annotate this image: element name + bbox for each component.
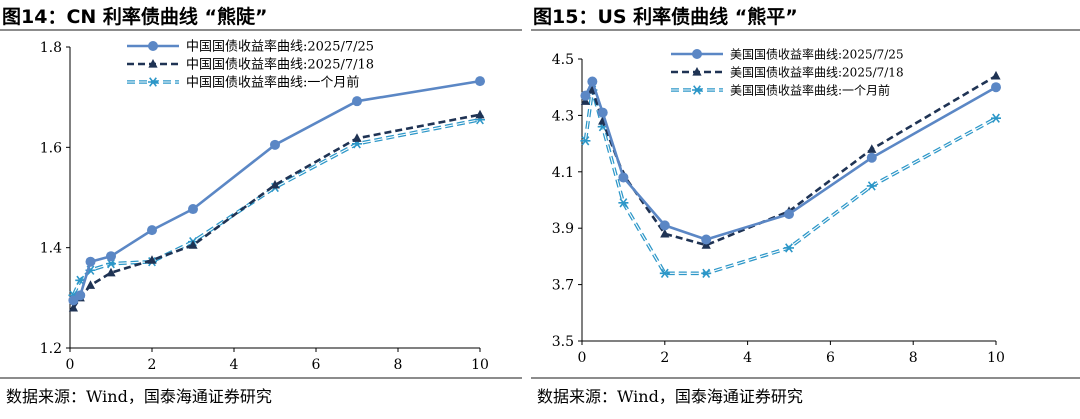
legend: 中国国债收益率曲线:2025/7/25 中国国债收益率曲线:2025/7/18 中国…	[127, 39, 374, 91]
source-note: 数据来源：Wind，国泰海通证券研究	[537, 387, 803, 406]
legend-item: 美国国债收益率曲线:一个月前	[671, 83, 890, 98]
series-1	[580, 76, 1001, 245]
data-point	[106, 259, 116, 269]
data-point	[475, 76, 485, 87]
legend-marker	[148, 77, 158, 87]
data-point	[866, 152, 877, 163]
data-point	[784, 209, 794, 220]
y-tick-label: 3.7	[552, 278, 574, 294]
data-point	[866, 181, 877, 191]
data-point	[701, 268, 712, 279]
data-point	[660, 228, 670, 238]
series-1	[68, 76, 485, 306]
legend-label: 美国国债收益率曲线:一个月前	[730, 83, 890, 98]
legend-marker	[692, 85, 702, 95]
x-tick-label: 4	[230, 357, 239, 373]
series-3	[580, 85, 1001, 279]
data-point	[867, 144, 877, 153]
legend-item: 中国国债收益率曲线:2025/7/18	[127, 57, 374, 73]
legend-label: 美国国债收益率曲线:2025/7/25	[730, 47, 904, 62]
y-tick-label: 1.6	[40, 140, 62, 156]
x-tick-label: 6	[312, 357, 321, 373]
us-yield-curve-chart: 3.5 3.7 3.9 4.1 4.3 4.5 0 2 4 6 8 10 美国国债收益率曲线:2025/…	[552, 47, 1005, 367]
legend-marker	[148, 41, 158, 51]
cn-yield-curve-chart: 1.21.41.61.80 2 4 6 8 10中国国债收益率曲线:2025/7/25中国…	[40, 39, 489, 374]
legend-marker	[692, 49, 702, 59]
data-point	[659, 220, 670, 231]
x-tick-label: 8	[394, 357, 403, 373]
y-tick-label: 1.8	[40, 40, 62, 56]
y-tick-label: 4.5	[552, 52, 574, 68]
legend-item: 美国国债收益率曲线:2025/7/25	[671, 47, 904, 62]
data-point	[991, 113, 1001, 123]
legend-label: 中国国债收益率曲线:一个月前	[186, 75, 359, 91]
data-point	[68, 295, 79, 306]
data-point	[147, 225, 157, 236]
x-tick-label: 0	[66, 357, 75, 373]
data-point	[991, 70, 1001, 80]
legend-item: 中国国债收益率曲线:一个月前	[127, 75, 359, 91]
us-chart-panel: 图15：US 利率债曲线 “熊平” 3.5 3.7 3.9 4.1 4.3 4.5 0 2 4 6…	[531, 0, 1080, 419]
series-line	[584, 74, 997, 247]
legend-marker	[692, 67, 702, 76]
chart-title: 图14：CN 利率债曲线 “熊陡”	[2, 6, 268, 28]
data-point	[618, 198, 629, 208]
source-rule	[0, 377, 522, 379]
data-point	[597, 107, 608, 118]
data-point	[352, 96, 362, 107]
data-point	[475, 109, 485, 119]
data-point	[580, 90, 591, 101]
data-point	[352, 133, 362, 142]
data-point	[270, 179, 280, 189]
y-tick-label: 3.5	[552, 334, 574, 350]
chart-title: 图15：US 利率债曲线 “熊平”	[533, 6, 798, 28]
legend-label: 中国国债收益率曲线:2025/7/18	[186, 57, 374, 73]
y-tick-label: 4.1	[552, 165, 574, 181]
title-rule	[531, 29, 1080, 31]
legend-label: 美国国债收益率曲线:2025/7/18	[730, 65, 904, 80]
data-point	[106, 267, 116, 277]
x-tick-label: 2	[660, 350, 669, 366]
series-2	[580, 70, 1001, 249]
data-point	[188, 240, 198, 249]
data-point	[85, 256, 96, 267]
series-2	[68, 109, 485, 312]
data-point	[659, 268, 670, 279]
legend-item: 中国国债收益率曲线:2025/7/25	[127, 39, 374, 55]
data-point	[188, 204, 198, 215]
x-tick-label: 8	[909, 350, 918, 366]
x-tick-label: 4	[743, 350, 752, 366]
y-tick-label: 4.3	[552, 108, 574, 124]
data-point	[701, 234, 712, 245]
x-tick-label: 2	[148, 357, 157, 373]
legend: 美国国债收益率曲线:2025/7/25 美国国债收益率曲线:2025/7/18 美国…	[671, 47, 904, 98]
x-tick-label: 10	[471, 357, 489, 373]
data-point	[75, 290, 86, 301]
data-point	[106, 251, 116, 262]
legend-label: 中国国债收益率曲线:2025/7/25	[186, 39, 374, 55]
y-tick-label: 3.9	[552, 221, 574, 237]
y-tick-label: 1.4	[40, 241, 62, 257]
legend-marker	[148, 59, 158, 68]
y-tick-label: 1.2	[40, 341, 62, 357]
data-point	[587, 76, 598, 87]
legend-item: 美国国债收益率曲线:2025/7/18	[671, 65, 904, 80]
data-point	[270, 139, 280, 150]
cn-chart-panel: 图14：CN 利率债曲线 “熊陡” 1.2 1.4 1.6 1.8 0 2 4 6 8 10 中国国…	[0, 0, 522, 419]
x-tick-label: 0	[578, 350, 587, 366]
title-rule	[0, 29, 522, 31]
data-point	[784, 243, 794, 253]
x-tick-label: 10	[987, 350, 1005, 366]
data-point	[68, 302, 79, 312]
data-point	[580, 136, 591, 146]
source-rule	[531, 377, 1080, 379]
data-point	[618, 172, 629, 183]
x-tick-label: 6	[826, 350, 835, 366]
source-note: 数据来源：Wind，国泰海通证券研究	[6, 387, 272, 406]
data-point	[991, 82, 1001, 93]
data-point	[85, 280, 96, 289]
data-point	[147, 255, 157, 264]
